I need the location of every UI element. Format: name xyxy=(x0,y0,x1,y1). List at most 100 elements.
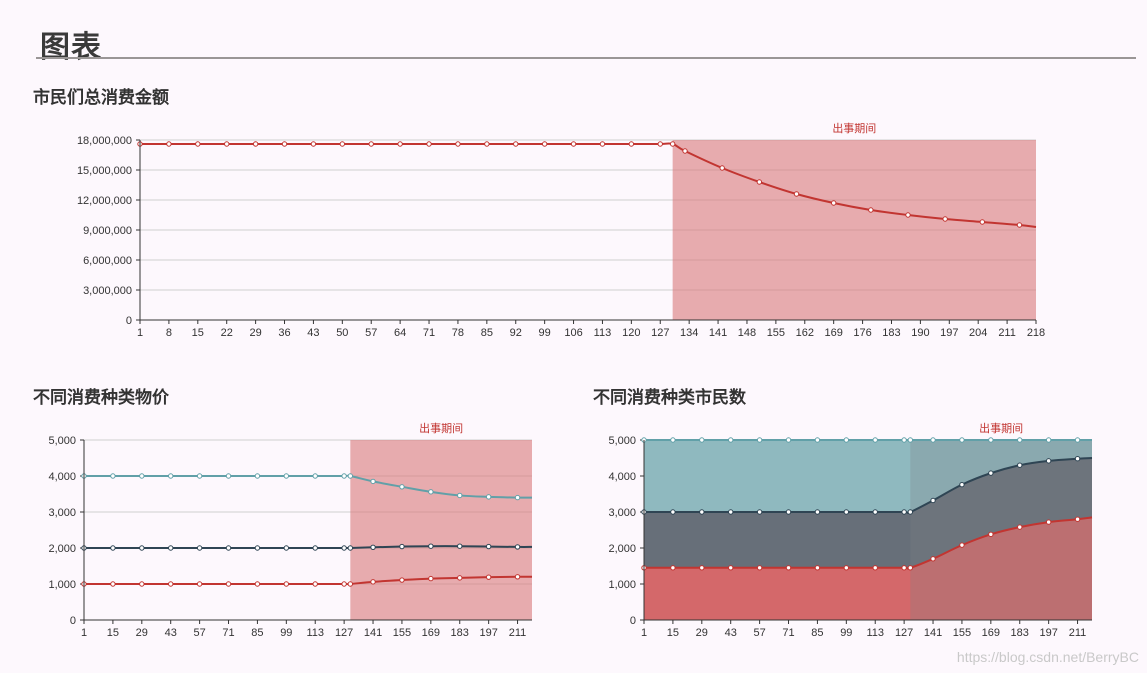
x-tick-label: 183 xyxy=(1011,627,1029,639)
x-tick-label: 134 xyxy=(680,327,698,339)
series-0-point xyxy=(1016,222,1023,228)
y-tick-label: 12,000,000 xyxy=(77,195,132,207)
series-0-point xyxy=(1074,437,1081,443)
x-tick-label: 1 xyxy=(81,627,87,639)
x-tick-label: 169 xyxy=(982,627,1000,639)
x-tick-label: 43 xyxy=(307,327,319,339)
y-tick-label: 1,000 xyxy=(608,579,636,591)
series-2-point xyxy=(347,581,354,587)
series-0-point xyxy=(254,473,261,479)
x-tick-label: 85 xyxy=(481,327,493,339)
x-tick-label: 155 xyxy=(953,627,971,639)
series-0-point xyxy=(868,207,874,213)
x-tick-label: 169 xyxy=(824,327,842,339)
y-tick-label: 4,000 xyxy=(48,471,76,483)
mark-area-label: 出事期间 xyxy=(832,121,876,135)
series-2-point xyxy=(785,565,792,571)
series-0-point xyxy=(843,437,850,443)
series-0-point xyxy=(370,478,376,485)
series-0-point xyxy=(657,141,663,147)
x-tick-label: 176 xyxy=(853,327,871,339)
x-tick-label: 141 xyxy=(924,627,942,639)
y-tick-label: 5,000 xyxy=(48,435,76,447)
chart-title-price: 不同消费种类物价 xyxy=(33,388,169,408)
series-0-point xyxy=(1045,437,1052,443)
series-0-point xyxy=(570,141,577,147)
y-tick-label: 0 xyxy=(630,615,636,627)
series-2-point xyxy=(1074,516,1081,522)
series-0-point xyxy=(785,437,792,443)
series-1-point xyxy=(843,509,850,515)
series-1-point xyxy=(1045,458,1052,464)
series-0-point xyxy=(541,141,548,147)
series-1-point xyxy=(347,545,354,551)
series-1-point xyxy=(514,544,521,550)
series-0-point xyxy=(341,473,347,479)
y-tick-label: 6,000,000 xyxy=(83,255,132,267)
x-tick-label: 113 xyxy=(866,627,884,639)
series-2-point xyxy=(139,581,145,587)
y-tick-label: 18,000,000 xyxy=(77,135,132,147)
series-1-point xyxy=(110,545,116,551)
y-tick-label: 4,000 xyxy=(608,471,636,483)
series-2-point xyxy=(901,565,907,571)
series-0-point xyxy=(793,191,800,197)
series-0-point xyxy=(195,141,201,147)
watermark: https://blog.csdn.net/BerryBC xyxy=(956,649,1139,665)
series-0-point xyxy=(756,179,763,185)
x-tick-label: 29 xyxy=(136,627,148,639)
series-2-point xyxy=(699,565,705,571)
series-2-point xyxy=(225,581,232,587)
series-0-point xyxy=(455,141,461,147)
series-0-point xyxy=(979,219,986,225)
series-0-point xyxy=(397,141,403,147)
series-1-point xyxy=(988,470,994,476)
x-tick-label: 218 xyxy=(1027,327,1045,339)
y-tick-label: 2,000 xyxy=(608,543,636,555)
series-0-point xyxy=(514,494,521,501)
x-tick-label: 127 xyxy=(651,327,669,339)
series-0-point xyxy=(959,437,965,443)
x-tick-label: 99 xyxy=(280,627,292,639)
series-0-point xyxy=(988,437,994,443)
series-0-point xyxy=(669,141,676,147)
series-1-point xyxy=(399,543,405,550)
series-1-point xyxy=(485,543,492,550)
series-1-point xyxy=(254,545,261,551)
series-0-point xyxy=(942,216,948,222)
y-tick-label: 0 xyxy=(126,315,132,327)
series-0-point xyxy=(905,212,911,218)
series-2-point xyxy=(399,577,405,583)
series-2-point xyxy=(843,565,850,571)
x-tick-label: 43 xyxy=(165,627,177,639)
series-0-point xyxy=(628,141,635,147)
x-tick-label: 92 xyxy=(510,327,522,339)
mark-area-band xyxy=(910,440,1092,620)
x-tick-label: 71 xyxy=(222,627,234,639)
x-tick-label: 211 xyxy=(509,627,527,639)
series-1-point xyxy=(457,543,463,549)
y-tick-label: 1,000 xyxy=(48,579,76,591)
x-tick-label: 190 xyxy=(911,327,929,339)
series-0-point xyxy=(252,141,259,147)
series-0-point xyxy=(368,141,374,147)
page-title: 图表 xyxy=(40,30,102,65)
mark-area-label: 出事期间 xyxy=(419,421,463,435)
x-tick-label: 8 xyxy=(166,327,172,339)
series-1-point xyxy=(283,545,290,551)
series-1-point xyxy=(670,509,676,515)
x-tick-label: 78 xyxy=(452,327,464,339)
series-1-point xyxy=(699,509,705,515)
series-0-point xyxy=(1017,437,1023,443)
series-1-point xyxy=(930,497,936,504)
series-0-point xyxy=(930,437,936,443)
x-tick-label: 197 xyxy=(479,627,497,639)
series-1-point xyxy=(907,509,914,515)
series-2-point xyxy=(988,531,994,538)
series-0-point xyxy=(699,437,705,443)
series-2-point xyxy=(1017,524,1023,530)
x-tick-label: 1 xyxy=(641,627,647,639)
